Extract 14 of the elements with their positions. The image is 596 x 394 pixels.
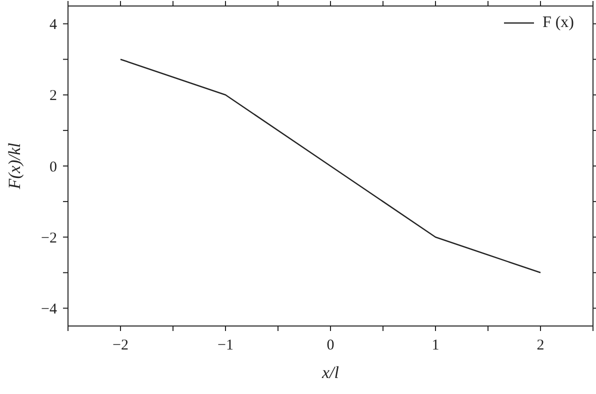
line-series [120,58,542,274]
y-tick-label: −4 [41,302,58,318]
y-tick-label: 2 [50,88,57,104]
x-tick-label: 2 [536,338,544,354]
x-tick-label: −2 [112,338,128,354]
x-tick-label: −1 [218,338,234,354]
y-tick-label: 0 [50,159,57,176]
y-tick-label: 4 [50,17,58,34]
y-tick-label: −2 [41,230,57,246]
y-axis-title: F(x)/kl [5,142,24,190]
x-axis-title: x/l [321,363,340,382]
x-tick-label: 1 [432,338,440,354]
legend-label: F (x) [542,14,574,32]
x-tick-label: 0 [326,338,334,354]
